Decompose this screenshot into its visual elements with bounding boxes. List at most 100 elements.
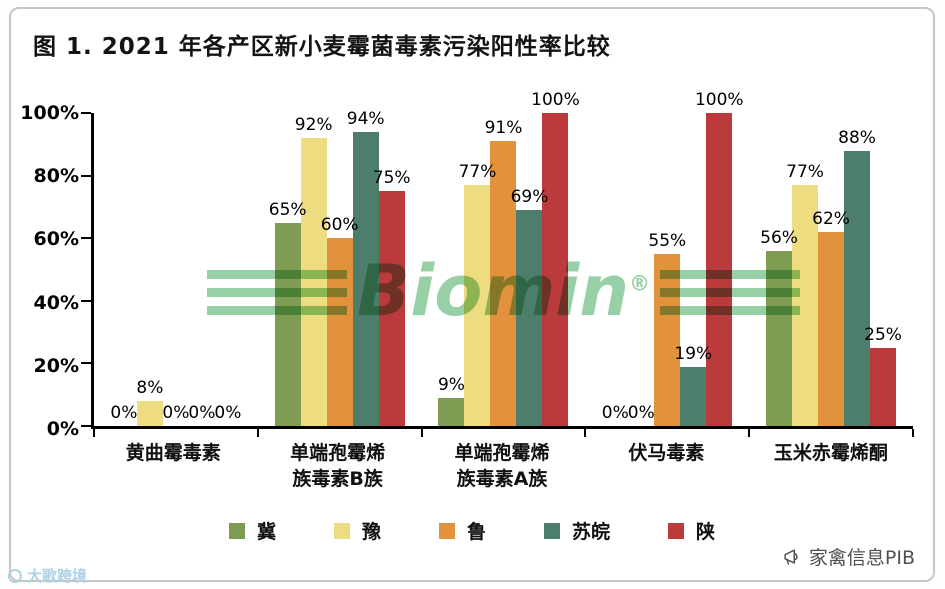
bar-鲁-4 [818,231,845,426]
bar-holder: 9% [437,113,465,426]
bar-group-0: 0% 8% 0% 0% 0% [94,113,258,426]
bar-鲁-1 [326,238,353,426]
bottom-right-watermark: 家禽信息PIB [781,543,915,570]
legend-label: 陕 [696,521,716,543]
bar-value-label: 60% [320,215,359,236]
x-tick-mark [748,429,751,437]
bar-冀-2 [438,397,465,426]
y-tick-mark [81,174,91,177]
bar-value-label: 0% [601,403,629,423]
bar-value-label: 9% [437,374,465,395]
bar-holder: 77% [786,113,824,426]
bar-holder: 8% [136,113,164,426]
y-tick-label: 60% [33,228,79,251]
bar-value-label: 88% [838,127,876,148]
bar-value-label: 0% [188,403,216,423]
bar-鲁-3 [654,253,681,426]
bar-holder: 75% [373,113,411,426]
y-tick-label: 40% [33,291,79,314]
bar-冀-1 [274,222,301,426]
x-tick-mark [93,429,95,437]
y-tick-label: 0% [46,418,79,440]
bar-holder: 56% [760,113,798,426]
x-tick-mark [912,429,914,437]
bar-holder: 100% [531,90,580,426]
bar-holder: 19% [674,113,712,426]
bar-holder: 0% [627,113,655,426]
bar-group-4: 56% 77% 62% 88% 25% [749,113,913,426]
y-tick-label: 80% [33,165,79,188]
bar-holder: 62% [812,113,850,426]
bottom-right-watermark-text: 家禽信息PIB [808,547,915,569]
legend-swatch [438,522,455,539]
y-tick-label: 20% [33,354,79,377]
bottom-left-watermark: 大歌跨境 [8,565,87,586]
bar-value-label: 0% [110,403,138,423]
bar-陕-1 [378,191,405,426]
bar-holder: 88% [838,113,876,426]
x-category-label-3: 伏马毒素 [628,442,705,464]
bar-value-label: 69% [510,187,549,208]
legend: 冀 豫 鲁 苏皖 陕 [11,517,933,544]
y-tick-mark [81,237,91,240]
bar-holder: 91% [485,113,522,426]
bar-陕-3 [706,113,733,426]
bar-value-label: 77% [786,162,824,182]
megaphone-icon [784,548,798,565]
chart-card: 图 1. 2021 年各产区新小麦霉菌毒素污染阳性率比较 100% 80% 60% 4… [9,7,935,582]
bar-苏皖-2 [516,210,543,426]
bar-holder: 0% [214,113,242,426]
bar-value-label: 0% [214,403,242,423]
bar-value-label: 8% [136,377,164,398]
plot-area: Biomin® 0% 8% 0% 0% 0% 65% 92% 60% 94% 75% 9% 77% 91… [81,90,914,437]
legend-swatch [228,522,245,539]
bar-value-label: 94% [346,108,385,129]
bar-豫-0 [136,400,163,426]
y-tick-mark [81,425,91,427]
legend-item-鲁: 鲁 [438,517,486,544]
bar-value-label: 0% [162,403,190,423]
bar-holder: 0% [162,113,190,426]
bar-鲁-2 [490,141,517,426]
legend-swatch [668,522,685,539]
bar-陕-2 [542,113,569,426]
bar-value-label: 92% [294,115,333,136]
x-axis-labels: 黄曲霉毒素 单端孢霉烯 族毒素B族 单端孢霉烯 族毒素A族 伏马毒素 玉米赤霉烯酮 [91,441,913,492]
bar-冀-4 [766,250,793,426]
bar-豫-2 [464,185,491,426]
bar-value-label: 65% [268,199,307,220]
bar-holder: 55% [648,113,686,426]
bar-豫-1 [300,138,327,426]
bar-holder: 69% [511,113,548,426]
bar-group-2: 9% 77% 91% 69% 100% [422,90,586,426]
legend-label: 豫 [361,521,381,543]
bar-holder: 25% [864,113,902,426]
bar-holder: 77% [459,113,496,426]
bar-holder: 0% [601,113,629,426]
bar-苏皖-4 [844,150,871,426]
bar-value-label: 25% [864,324,902,345]
legend-item-豫: 豫 [333,517,381,544]
bar-value-label: 55% [648,230,687,251]
bar-value-label: 91% [484,118,523,139]
legend-label: 鲁 [466,521,486,543]
bottom-left-watermark-text: 大歌跨境 [27,567,88,585]
bar-陕-4 [870,347,897,426]
bar-holder: 100% [695,90,744,426]
x-category-label-4: 玉米赤霉烯酮 [773,442,888,464]
bar-holder: 92% [295,113,333,426]
legend-label: 苏皖 [572,521,611,543]
x-tick-mark [420,429,423,437]
y-axis: 100% 80% 60% 40% 20% 0% [11,102,85,440]
bar-group-1: 65% 92% 60% 94% 75% [258,109,422,426]
legend-swatch [544,522,560,539]
x-category-label-2: 单端孢霉烯 族毒素A族 [454,442,550,490]
legend-label: 冀 [256,521,276,543]
y-tick-mark [81,112,91,114]
bar-value-label: 0% [627,403,655,423]
bar-value-label: 75% [372,168,411,189]
x-tick-mark [256,429,259,437]
bar-value-label: 100% [694,90,744,110]
legend-item-陕: 陕 [668,517,715,544]
